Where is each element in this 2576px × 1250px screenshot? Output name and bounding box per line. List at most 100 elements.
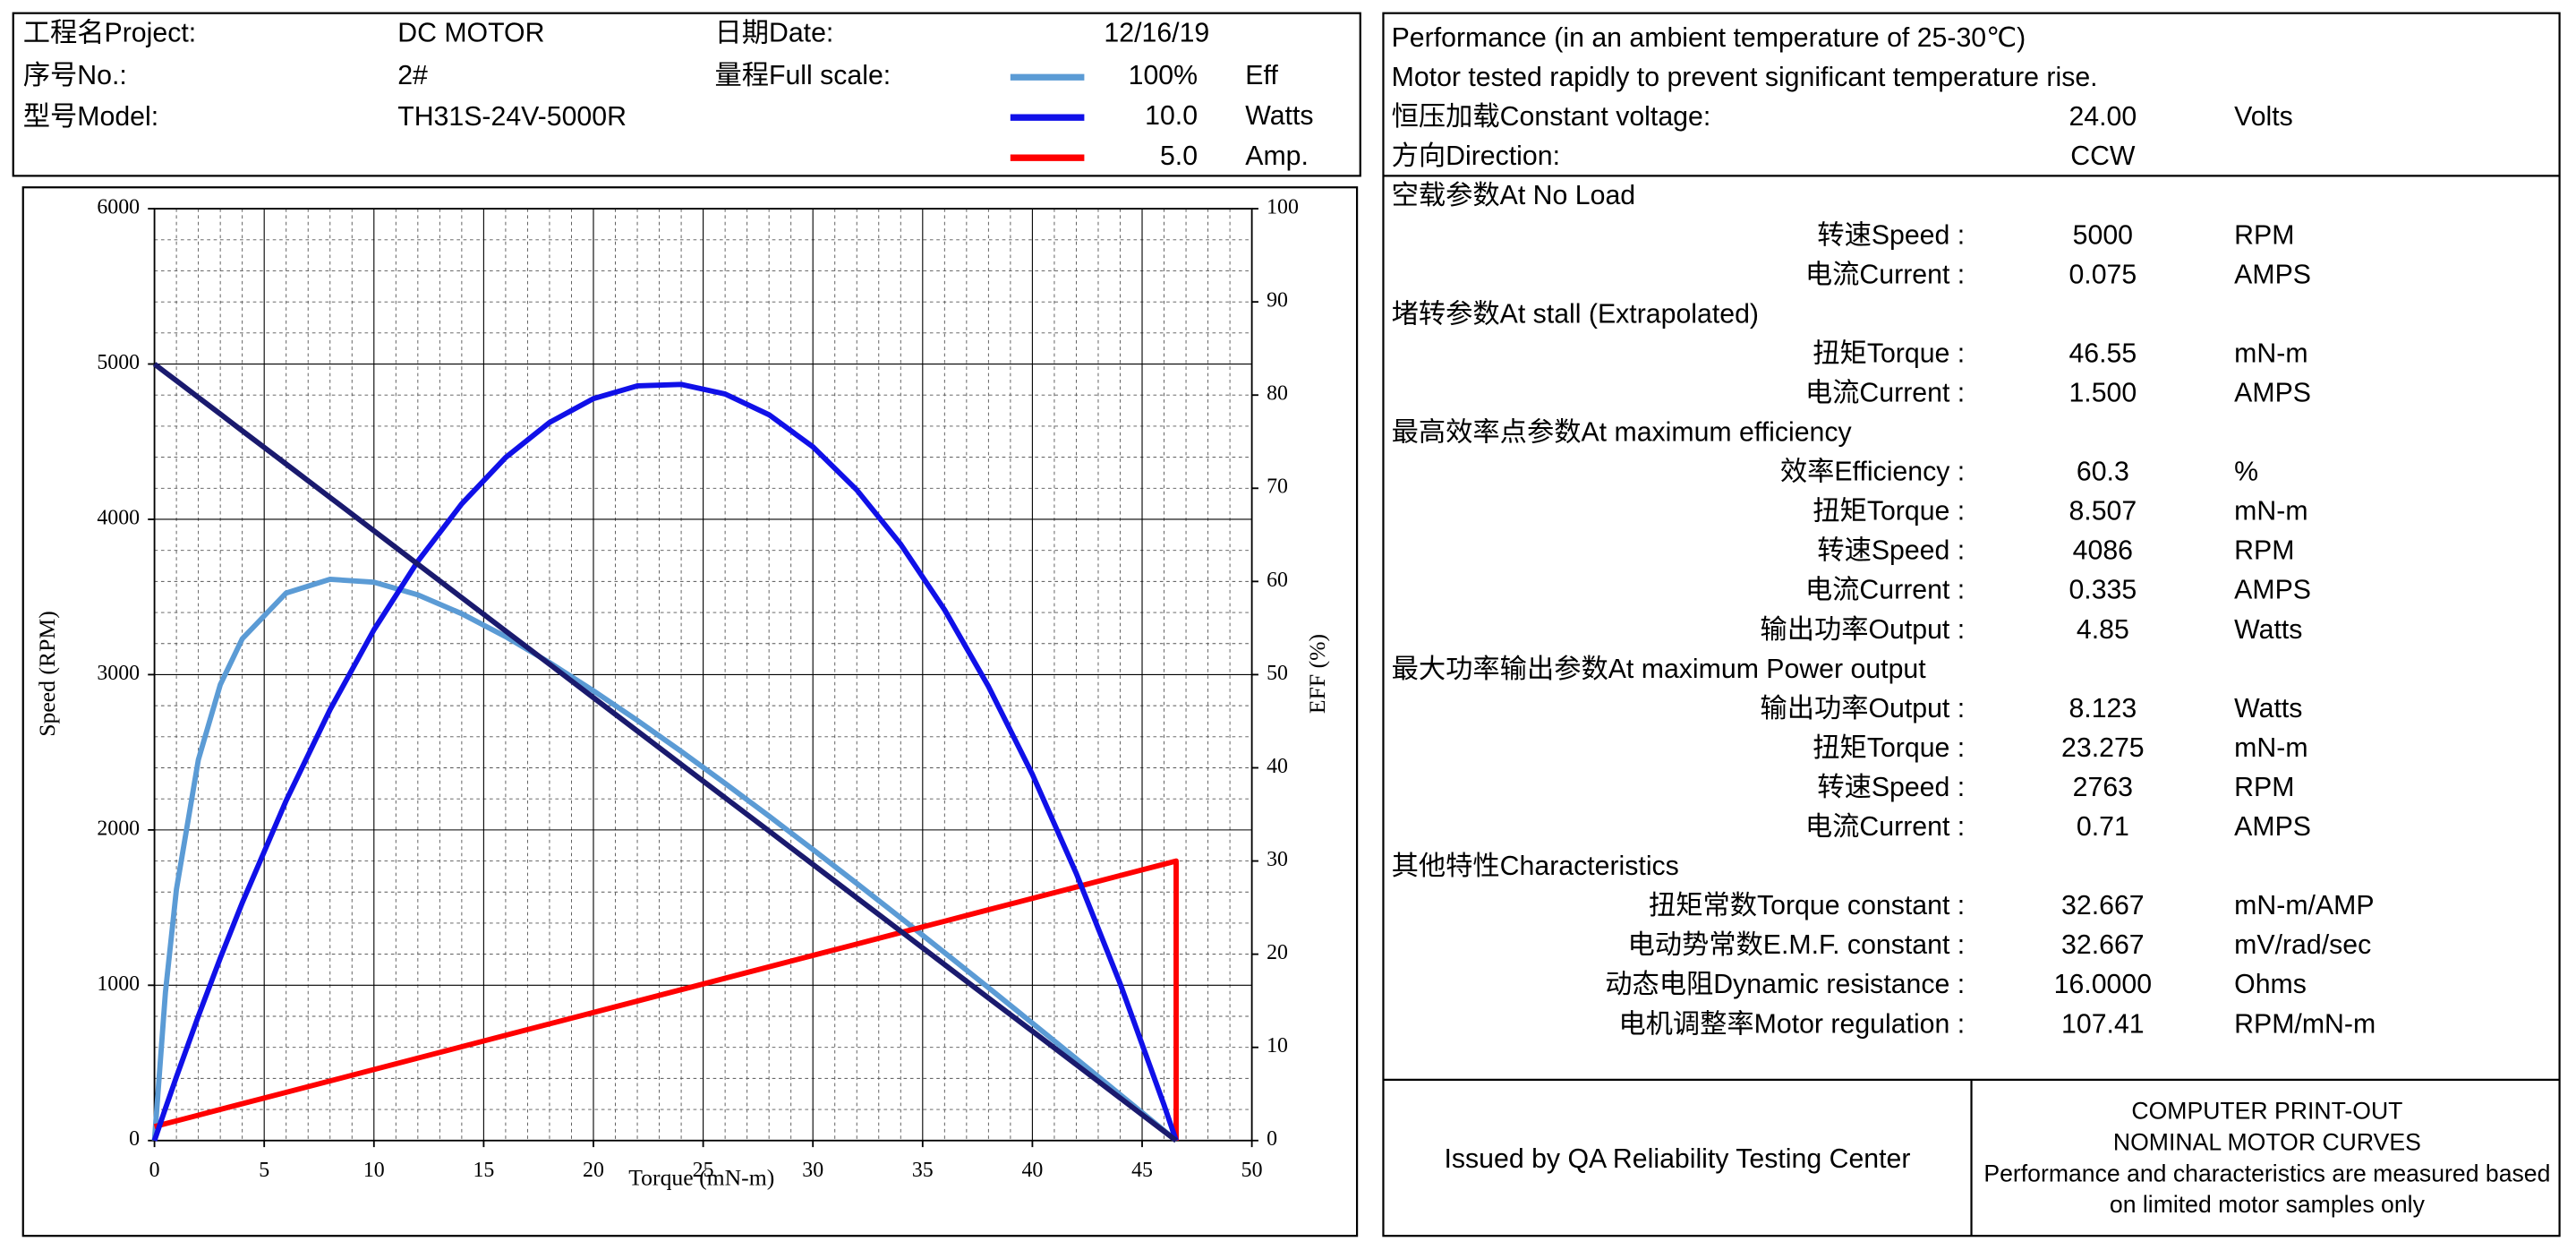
y-tick-label: 1000 — [97, 972, 140, 996]
x-tick-label: 10 — [363, 1159, 385, 1182]
item-label: 动态电阻Dynamic resistance : — [1605, 969, 1965, 999]
item-unit: mN-m/AMP — [2234, 891, 2374, 920]
x-tick-label: 20 — [583, 1159, 604, 1182]
item-label: 转速Speed : — [1817, 535, 1965, 566]
item-unit: % — [2234, 458, 2258, 487]
footer-note: on limited motor samples only — [2110, 1191, 2426, 1218]
item-value: 107.41 — [2061, 1009, 2145, 1039]
item-unit: Watts — [2234, 615, 2302, 645]
item-value: 32.667 — [2061, 891, 2145, 920]
full-scale-unit: Amp. — [1245, 141, 1309, 171]
plot-frame — [153, 208, 1253, 1142]
item-unit: RPM/mN-m — [2234, 1009, 2376, 1039]
item-label: 扭矩Torque : — [1813, 732, 1965, 763]
item-label: 输出功率Output : — [1760, 693, 1965, 723]
y2-tick-label: 60 — [1267, 569, 1288, 592]
section-title: 其他特性Characteristics — [1392, 851, 1679, 881]
y2-tick-label: 0 — [1267, 1127, 1277, 1151]
series-line — [151, 577, 1178, 1143]
section-title: 堵转参数At stall (Extrapolated) — [1392, 298, 1759, 329]
y2-tick-label: 40 — [1267, 755, 1288, 778]
condition-value: 24.00 — [2068, 102, 2137, 132]
condition-label: 方向Direction: — [1392, 141, 1560, 171]
no: 2# — [397, 61, 428, 90]
y2-tick-label: 100 — [1267, 196, 1299, 219]
x-tick-label: 35 — [912, 1159, 934, 1182]
item-value: 1.500 — [2068, 378, 2137, 407]
item-value: 2763 — [2073, 773, 2133, 802]
full-scale-value: 10.0 — [1145, 101, 1198, 131]
full-scale-value: 5.0 — [1160, 141, 1198, 171]
footer-note: NOMINAL MOTOR CURVES — [2113, 1128, 2421, 1155]
model: TH31S-24V-5000R — [397, 102, 627, 132]
y-tick-label: 0 — [129, 1127, 140, 1151]
series-line — [153, 858, 1179, 1141]
x-tick-label: 50 — [1241, 1159, 1263, 1182]
full-scale-value: 100% — [1129, 61, 1198, 90]
item-unit: mV/rad/sec — [2234, 930, 2371, 960]
x-tick-label: 30 — [802, 1159, 823, 1182]
item-label: 电流Current : — [1805, 811, 1965, 842]
item-unit: AMPS — [2234, 812, 2311, 842]
item-label: 电流Current : — [1805, 575, 1965, 605]
item-value: 4086 — [2073, 536, 2133, 566]
item-unit: mN-m — [2234, 497, 2307, 527]
item-label: 电流Current : — [1805, 259, 1965, 289]
item-label: 电流Current : — [1805, 377, 1965, 407]
full-scale-label: 量程Full scale: — [714, 61, 891, 90]
item-value: 0.71 — [2077, 812, 2129, 842]
x-tick-label: 25 — [693, 1159, 714, 1182]
item-value: 23.275 — [2061, 733, 2145, 763]
item-label: 输出功率Output : — [1760, 614, 1965, 645]
item-unit: RPM — [2234, 773, 2294, 802]
item-value: 0.335 — [2068, 576, 2137, 605]
item-unit: RPM — [2234, 220, 2294, 250]
header-box — [12, 12, 1361, 177]
x-tick-label: 40 — [1021, 1159, 1043, 1182]
y-tick-label: 6000 — [97, 196, 140, 219]
x-tick-label: 45 — [1131, 1159, 1153, 1182]
item-value: 32.667 — [2061, 930, 2145, 960]
y2-tick-label: 30 — [1267, 848, 1288, 871]
x-axis-label: Torque (mN-m) — [628, 1165, 774, 1191]
item-unit: RPM — [2234, 536, 2294, 566]
date-label: 日期Date: — [714, 19, 833, 48]
item-label: 扭矩Torque : — [1813, 338, 1965, 368]
section-title: 最大功率输出参数At maximum Power output — [1392, 654, 1927, 684]
y-tick-label: 4000 — [97, 506, 140, 529]
y2-tick-label: 50 — [1267, 662, 1288, 685]
item-label: 扭矩Torque : — [1813, 496, 1965, 527]
item-label: 电机调整率Motor regulation : — [1618, 1008, 1965, 1039]
section-title: 最高效率点参数At maximum efficiency — [1392, 417, 1853, 448]
project-label: 工程名Project: — [23, 18, 196, 48]
item-unit: Watts — [2234, 694, 2302, 723]
y-tick-label: 3000 — [97, 662, 140, 685]
y2-tick-label: 20 — [1267, 941, 1288, 964]
full-scale-unit: Watts — [1245, 101, 1313, 131]
y2-tick-label: 80 — [1267, 382, 1288, 406]
full-scale-unit: Eff — [1245, 61, 1278, 90]
y2-axis-label: EFF (%) — [1304, 634, 1330, 714]
y2-tick-label: 90 — [1267, 289, 1288, 312]
item-label: 效率Efficiency : — [1780, 457, 1965, 487]
y2-tick-label: 10 — [1267, 1034, 1288, 1057]
item-unit: AMPS — [2234, 576, 2311, 605]
issuer: Issued by QA Reliability Testing Center — [1445, 1144, 1911, 1174]
project: DC MOTOR — [397, 19, 544, 48]
condition-label: 恒压加载Constant voltage: — [1392, 101, 1711, 132]
footer-note: Performance and characteristics are meas… — [1983, 1160, 2550, 1186]
item-label: 转速Speed : — [1817, 219, 1965, 250]
item-value: 8.507 — [2068, 497, 2137, 527]
y-tick-label: 5000 — [97, 351, 140, 374]
footer-note: COMPUTER PRINT-OUT — [2131, 1098, 2402, 1125]
x-tick-label: 5 — [259, 1159, 269, 1182]
item-value: 8.123 — [2068, 694, 2137, 723]
item-unit: Ohms — [2234, 970, 2307, 999]
item-value: 46.55 — [2068, 338, 2137, 368]
y-axis-label: Speed (RPM) — [34, 611, 60, 737]
item-unit: AMPS — [2234, 378, 2311, 407]
item-label: 扭矩常数Torque constant : — [1649, 890, 1965, 920]
item-value: 0.075 — [2068, 260, 2137, 289]
item-unit: mN-m — [2234, 338, 2307, 368]
